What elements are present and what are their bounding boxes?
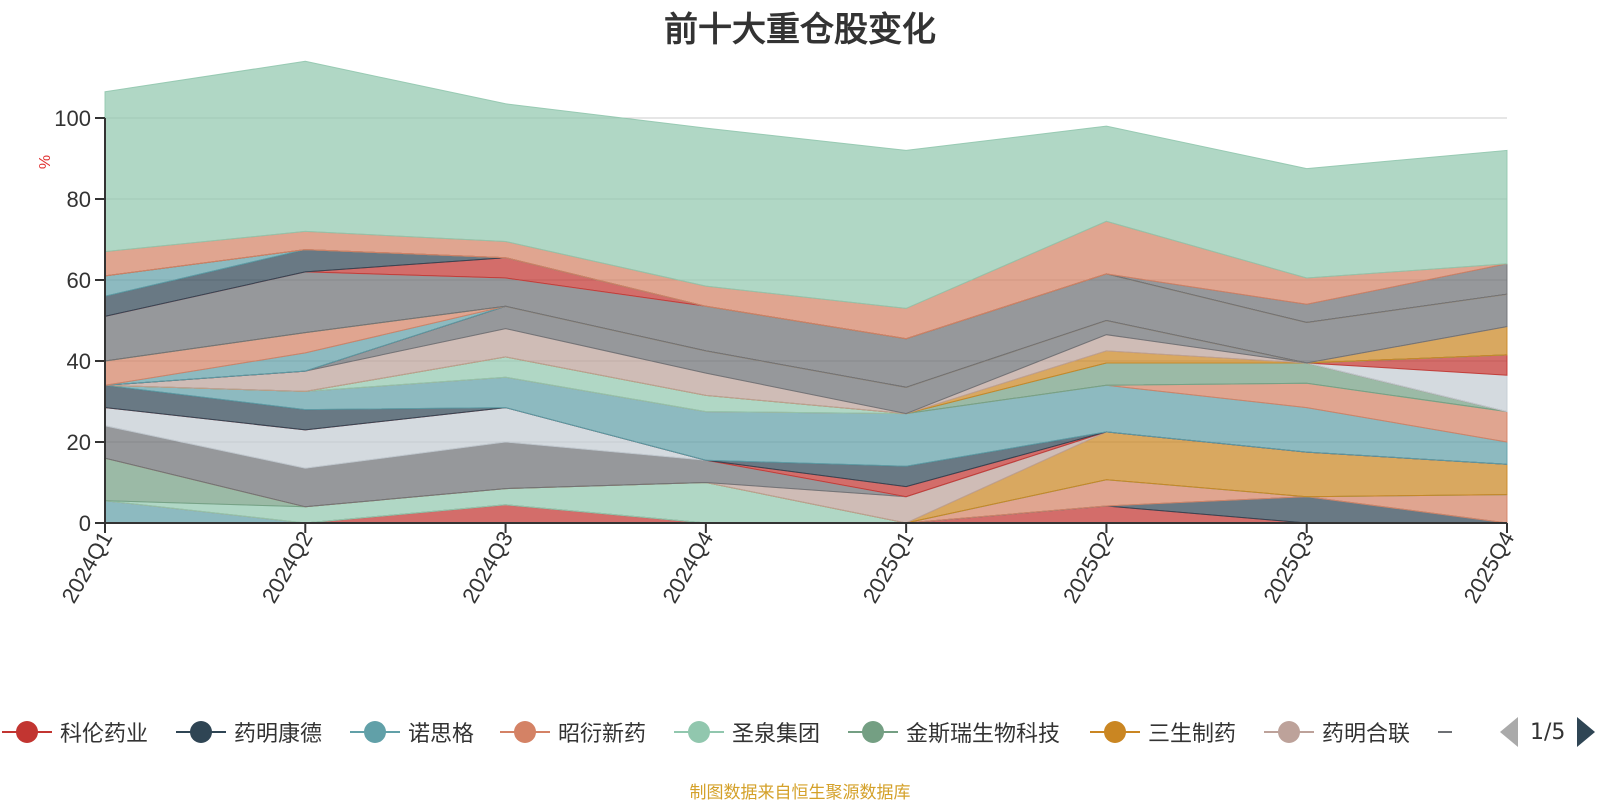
y-tick-label: 100: [54, 106, 91, 131]
legend-item[interactable]: 圣泉集团: [674, 712, 820, 752]
legend-label: 圣泉集团: [732, 722, 821, 747]
x-tick-label: 2025Q2: [1058, 527, 1119, 607]
legend-item[interactable]: 药明康德: [176, 712, 322, 752]
legend-dot: [688, 721, 710, 743]
legend-next-icon[interactable]: [1577, 717, 1596, 747]
legend-label: 药明康德: [234, 722, 323, 747]
legend-overflow-fragment: [1438, 731, 1452, 733]
legend-item[interactable]: 诺思格: [350, 712, 474, 752]
legend-dot: [190, 721, 212, 743]
chart-title: 前十大重仓股变化: [664, 10, 936, 50]
legend-dot: [1278, 721, 1300, 743]
y-axis-unit-label: %: [37, 155, 54, 169]
legend-label: 药明合联: [1322, 722, 1411, 747]
legend-marker-icon: [1090, 712, 1140, 752]
legend-marker-icon: [350, 712, 400, 752]
legend-marker-icon: [176, 712, 226, 752]
area-series-40: [104, 60, 1508, 309]
y-tick-label: 40: [67, 349, 91, 374]
legend-pager: 1/5: [1500, 712, 1596, 752]
legend-dot: [862, 721, 884, 743]
legend-label: 三生制药: [1148, 722, 1237, 747]
legend: 科伦药业 药明康德 诺思格 昭衍新药 圣泉集团 金斯瑞生物科技 三生制药 药明合联: [0, 712, 1600, 752]
legend-label: 科伦药业: [60, 722, 149, 747]
legend-dot: [514, 721, 536, 743]
legend-dot: [1104, 721, 1126, 743]
legend-label: 昭衍新药: [558, 722, 647, 747]
legend-dot: [16, 721, 38, 743]
legend-item[interactable]: 三生制药: [1090, 712, 1236, 752]
stacked-areas: [104, 60, 1508, 524]
legend-item[interactable]: 科伦药业: [2, 712, 148, 752]
x-tick-label: 2025Q3: [1258, 527, 1319, 607]
x-tick-label: 2024Q2: [257, 527, 318, 607]
legend-dot: [364, 721, 386, 743]
x-tick-label: 2024Q3: [457, 527, 518, 607]
legend-marker-icon: [2, 712, 52, 752]
legend-prev-icon[interactable]: [1500, 717, 1518, 747]
legend-item[interactable]: 金斯瑞生物科技: [848, 712, 1060, 752]
data-source-note: 制图数据来自恒生聚源数据库: [689, 783, 911, 803]
legend-page-indicator: 1/5: [1530, 719, 1566, 745]
legend-marker-icon: [500, 712, 550, 752]
x-tick-label: 2024Q1: [57, 527, 118, 607]
legend-label: 金斯瑞生物科技: [906, 722, 1061, 747]
x-tick-label: 2025Q4: [1459, 527, 1520, 607]
legend-marker-icon: [848, 712, 898, 752]
legend-item[interactable]: 药明合联: [1264, 712, 1410, 752]
legend-marker-icon: [1264, 712, 1314, 752]
y-tick-label: 20: [67, 430, 91, 455]
legend-label: 诺思格: [408, 722, 475, 747]
y-tick-label: 0: [79, 511, 91, 536]
legend-marker-icon: [674, 712, 724, 752]
x-tick-label: 2025Q1: [858, 527, 919, 607]
x-tick-label: 2024Q4: [657, 527, 718, 607]
legend-item[interactable]: 昭衍新药: [500, 712, 646, 752]
y-tick-label: 80: [67, 187, 91, 212]
y-tick-label: 60: [67, 268, 91, 293]
